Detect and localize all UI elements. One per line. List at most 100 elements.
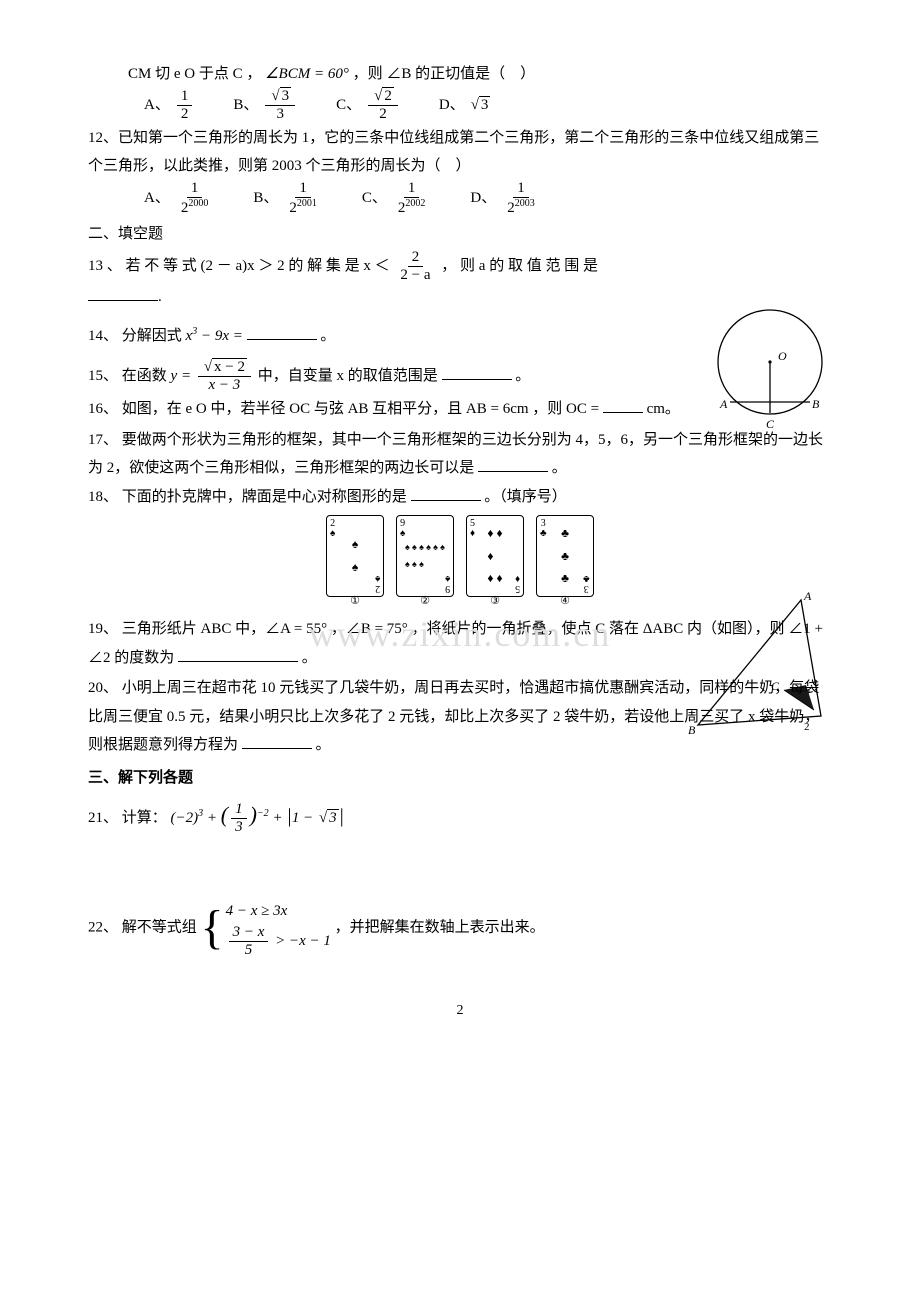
label-2: 2 — [804, 721, 810, 733]
q15-frac: x − 2 x − 3 — [198, 360, 251, 393]
q19-num: 19、 — [88, 621, 118, 637]
q18-t2: 。（填序号） — [484, 489, 567, 505]
q12-choice-B: B、 122001 — [253, 181, 324, 216]
q11-choice-B: B、 33 — [233, 89, 298, 122]
card-label: ④ — [560, 591, 570, 612]
card-label: ③ — [490, 591, 500, 612]
q16-num: 16、 — [88, 401, 118, 417]
card-4: 3♣ ♣♣♣ 3♣ ④ — [536, 515, 594, 597]
blank — [411, 486, 481, 501]
q14-t2: 。 — [320, 328, 335, 344]
q18: 18、 下面的扑克牌中，牌面是中心对称图形的是 。（填序号） — [88, 483, 648, 512]
q15-t2: 中，自变量 x 的取值范围是 — [258, 368, 438, 384]
figure-circle: O A B C — [700, 300, 840, 440]
frac: 122003 — [503, 181, 539, 216]
choice-label: D、 — [439, 91, 465, 120]
q17-num: 17、 — [88, 432, 118, 448]
frac: 22 — [368, 89, 398, 122]
q12-choice-A: A、 122000 — [144, 181, 215, 216]
blank — [247, 325, 317, 340]
q11-choice-D: D、 3 — [439, 89, 491, 122]
q14-num: 14、 — [88, 328, 118, 344]
label-A: A — [803, 590, 812, 603]
label-B: B — [688, 723, 696, 737]
q11-angle: ∠BCM = 60° — [265, 66, 349, 82]
q18-t1: 下面的扑克牌中，牌面是中心对称图形的是 — [122, 489, 407, 505]
page-number: 2 — [88, 998, 832, 1025]
card-label: ① — [350, 591, 360, 612]
label-B: B — [812, 397, 820, 411]
q12-text: 已知第一个三角形的周长为 1，它的三条中位线组成第二个三角形，第二个三角形的三条… — [88, 130, 819, 175]
q22-t2: ，并把解集在数轴上表示出来。 — [335, 919, 545, 935]
frac-den: 2 − a — [396, 267, 434, 283]
blank — [88, 286, 158, 301]
frac: 122001 — [285, 181, 321, 216]
q15-t3: 。 — [515, 368, 530, 384]
q20-num: 20、 — [88, 680, 118, 696]
sys-line2: 3 − x5 > −x − 1 — [226, 925, 331, 958]
q20-t2: 。 — [316, 737, 331, 753]
q13-t1: 若 不 等 式 (2 － a)x ＞ 2 的 解 集 是 x ＜ — [126, 258, 390, 274]
card-3: 5♦ ♦ ♦♦♦ ♦ 5♦ ③ — [466, 515, 524, 597]
frac: 122002 — [394, 181, 430, 216]
q18-num: 18、 — [88, 489, 118, 505]
label-C: C — [771, 679, 780, 693]
q16-t1: 如图，在 e O 中，若半径 OC 与弦 AB 互相平分，且 AB = 6cm … — [122, 401, 599, 417]
q13-frac: 2 2 − a — [396, 250, 434, 283]
q11-choices: A、 12 B、 33 C、 22 D、 3 — [88, 89, 832, 122]
figure-triangle-fold: A B C 1 2 — [686, 590, 836, 740]
q21-num: 21、 — [88, 810, 118, 826]
frac: 12 — [177, 89, 193, 122]
frac: 33 — [265, 89, 295, 122]
q12-num: 12、 — [88, 130, 118, 146]
sys-line1: 4 − x ≥ 3x — [226, 898, 331, 925]
q13-t2: ， 则 a 的 取 值 范 围 是 — [441, 258, 598, 274]
card-2: 9♠ ♠ ♠ ♠ ♠ ♠ ♠ ♠ ♠ ♠ 9♠ ② — [396, 515, 454, 597]
frac-num: 2 — [408, 250, 424, 267]
q15-y: y = — [171, 368, 192, 384]
q13: 13 、 若 不 等 式 (2 － a)x ＞ 2 的 解 集 是 x ＜ 2 … — [88, 250, 638, 283]
blank — [178, 647, 298, 662]
q17-t2: 。 — [552, 460, 567, 476]
q12-choice-C: C、 122002 — [362, 181, 433, 216]
q11-pre: CM 切 e O 于点 C ， — [128, 66, 261, 82]
q12: 12、已知第一个三角形的周长为 1，它的三条中位线组成第二个三角形，第二个三角形… — [88, 124, 832, 181]
q21-expr: (−2)3 + (13)−2 + |1 − 3| — [171, 810, 345, 826]
cards-row: 2♠ ♠♠ 2♠ ① 9♠ ♠ ♠ ♠ ♠ ♠ ♠ ♠ ♠ ♠ 9♠ ② 5♦ … — [250, 515, 670, 597]
q12-choice-D: D、 122003 — [470, 181, 541, 216]
label-C: C — [766, 417, 775, 431]
card-label: ② — [420, 591, 430, 612]
frac: 122000 — [177, 181, 213, 216]
section-2-title: 二、填空题 — [88, 220, 832, 249]
q16-t2: cm。 — [647, 401, 680, 417]
q15-num: 15、 — [88, 368, 118, 384]
q13-t3: . — [158, 289, 162, 305]
q12-choices: A、 122000 B、 122001 C、 122002 D、 122003 — [88, 181, 832, 216]
q13-num: 13 、 — [88, 258, 122, 274]
q14-t1: 分解因式 — [122, 328, 186, 344]
q22-num: 22、 — [88, 919, 118, 935]
blank — [603, 398, 643, 413]
q11-suf: ，则 ∠B 的正切值是（ ） — [353, 66, 536, 82]
q11-stem: CM 切 e O 于点 C ， ∠BCM = 60° ，则 ∠B 的正切值是（ … — [88, 60, 832, 89]
system-brace: { 4 − x ≥ 3x 3 − x5 > −x − 1 — [201, 898, 331, 958]
sqrt3: 3 — [469, 91, 491, 120]
label-A: A — [719, 397, 728, 411]
q14-expr: x3 − 9x = — [186, 328, 243, 344]
q22: 22、 解不等式组 { 4 − x ≥ 3x 3 − x5 > −x − 1 ，… — [88, 898, 832, 958]
blank — [442, 365, 512, 380]
q21: 21、 计算： (−2)3 + (13)−2 + |1 − 3| — [88, 794, 832, 836]
blank — [478, 457, 548, 472]
q19-t2: 。 — [302, 650, 317, 666]
q15-t1: 在函数 — [122, 368, 171, 384]
q21-t1: 计算： — [122, 810, 167, 826]
section-3-title: 三、解下列各题 — [88, 764, 832, 793]
choice-label: A、 — [144, 184, 170, 213]
choice-label: B、 — [233, 91, 258, 120]
choice-label: C、 — [362, 184, 387, 213]
choice-label: C、 — [336, 91, 361, 120]
choice-label: B、 — [253, 184, 278, 213]
q11-choice-A: A、 12 — [144, 89, 195, 122]
label-O: O — [778, 349, 787, 363]
label-1: 1 — [813, 679, 819, 691]
